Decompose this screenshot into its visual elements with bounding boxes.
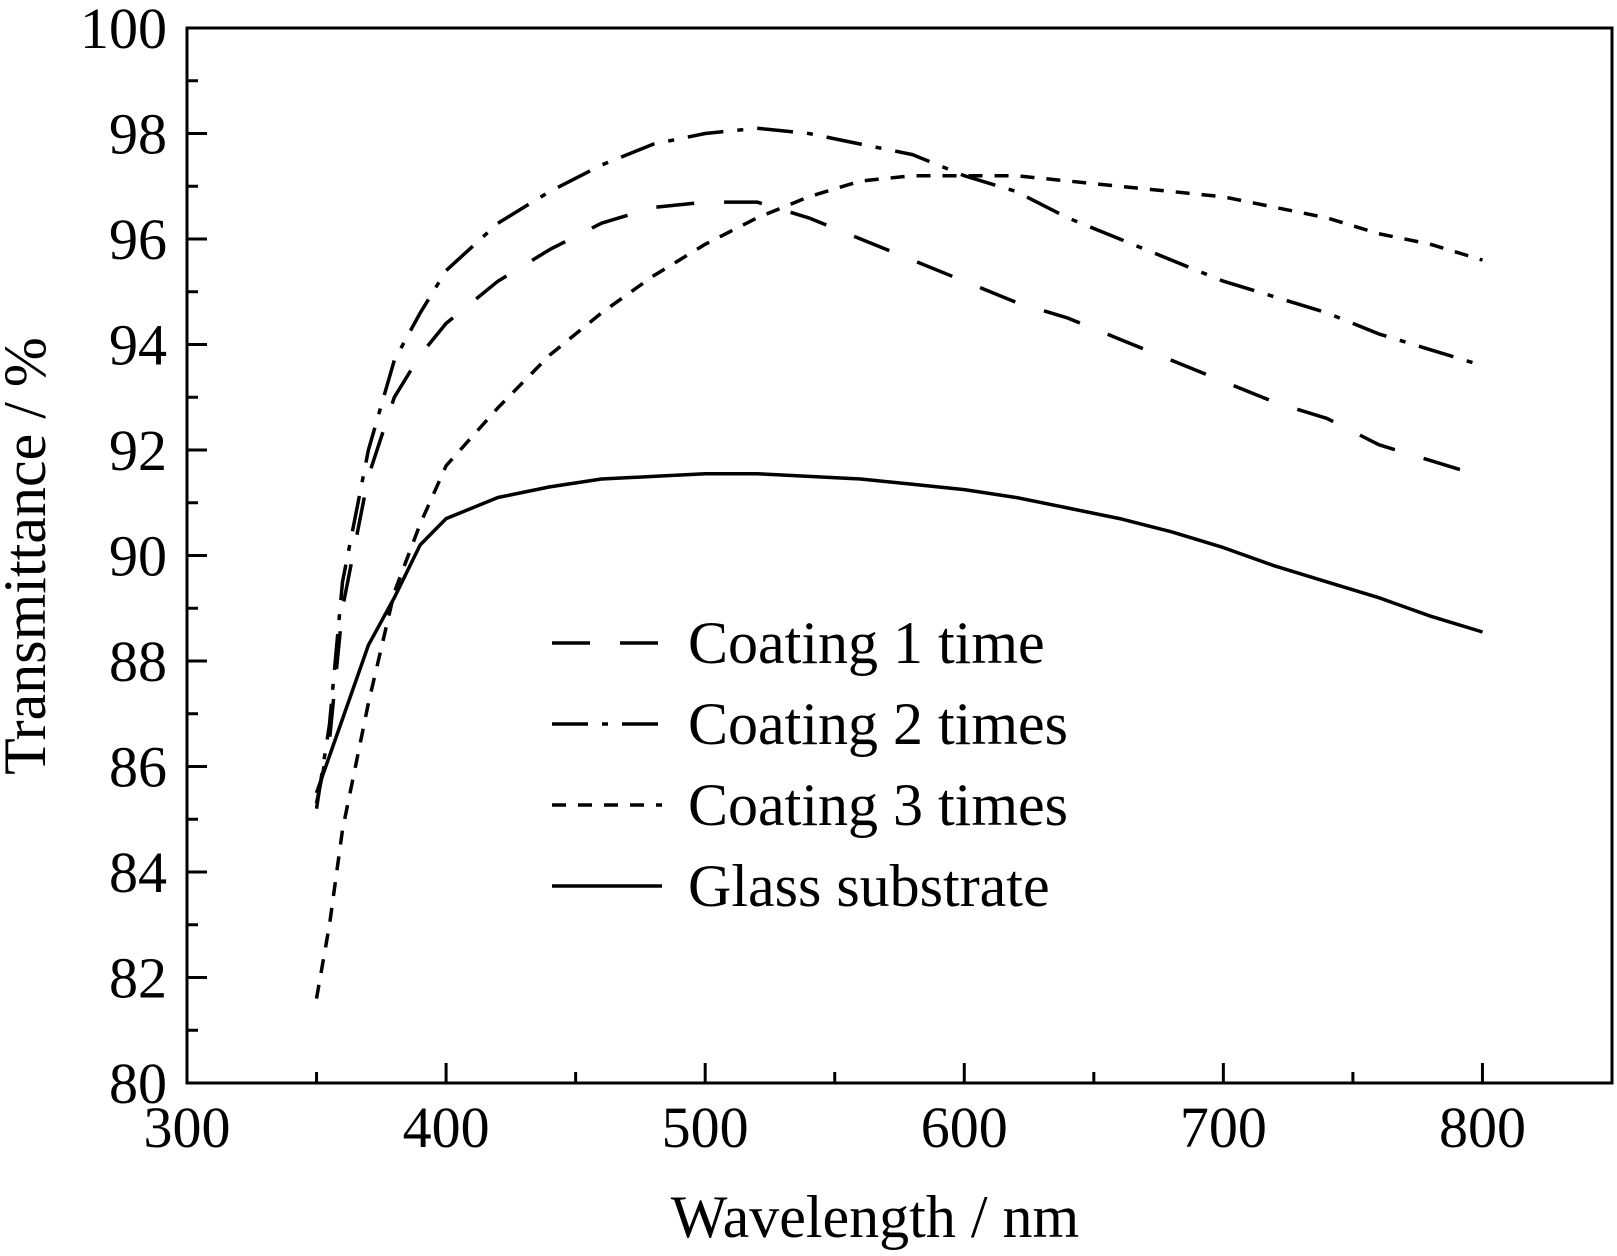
y-tick-label: 96 (109, 207, 167, 272)
y-tick-label: 94 (109, 313, 167, 378)
legend-label-4: Glass substrate (688, 853, 1050, 919)
y-tick-label: 86 (109, 735, 167, 800)
y-tick-label: 92 (109, 418, 167, 483)
x-tick-label: 400 (403, 1095, 490, 1160)
y-tick-label: 100 (80, 0, 167, 61)
x-tick-label: 800 (1439, 1095, 1526, 1160)
x-tick-label: 700 (1180, 1095, 1267, 1160)
series-lines (314, 126, 1484, 999)
axis-ticks (185, 26, 1614, 1085)
series-line-4 (314, 471, 1484, 794)
plot-frame (185, 26, 1614, 1085)
y-tick-label: 90 (109, 524, 167, 589)
x-tick-label: 300 (144, 1095, 231, 1160)
tick-labels: 300 400 500 600 700 800 80 82 84 86 88 90 92 94 96 98 10… (80, 0, 1526, 1160)
legend-label-1: Coating 1 time (688, 610, 1045, 676)
y-tick-label: 98 (109, 102, 167, 167)
legend-label-2: Coating 2 times (688, 691, 1068, 757)
series-line-3 (314, 173, 1484, 999)
y-tick-label: 84 (109, 840, 167, 905)
y-axis-title: Transmittance / % (0, 337, 58, 775)
series-line-1 (314, 200, 1484, 804)
series-line-2 (314, 126, 1484, 809)
x-tick-label: 500 (662, 1095, 749, 1160)
y-tick-label: 80 (109, 1051, 167, 1116)
x-tick-label: 600 (921, 1095, 1008, 1160)
legend-label-3: Coating 3 times (688, 772, 1068, 838)
y-tick-label: 82 (109, 946, 167, 1011)
y-tick-label: 88 (109, 629, 167, 694)
legend: Coating 1 time Coating 2 times Coating 3 t… (552, 610, 1068, 919)
x-axis-title: Wavelength / nm (671, 1184, 1079, 1250)
